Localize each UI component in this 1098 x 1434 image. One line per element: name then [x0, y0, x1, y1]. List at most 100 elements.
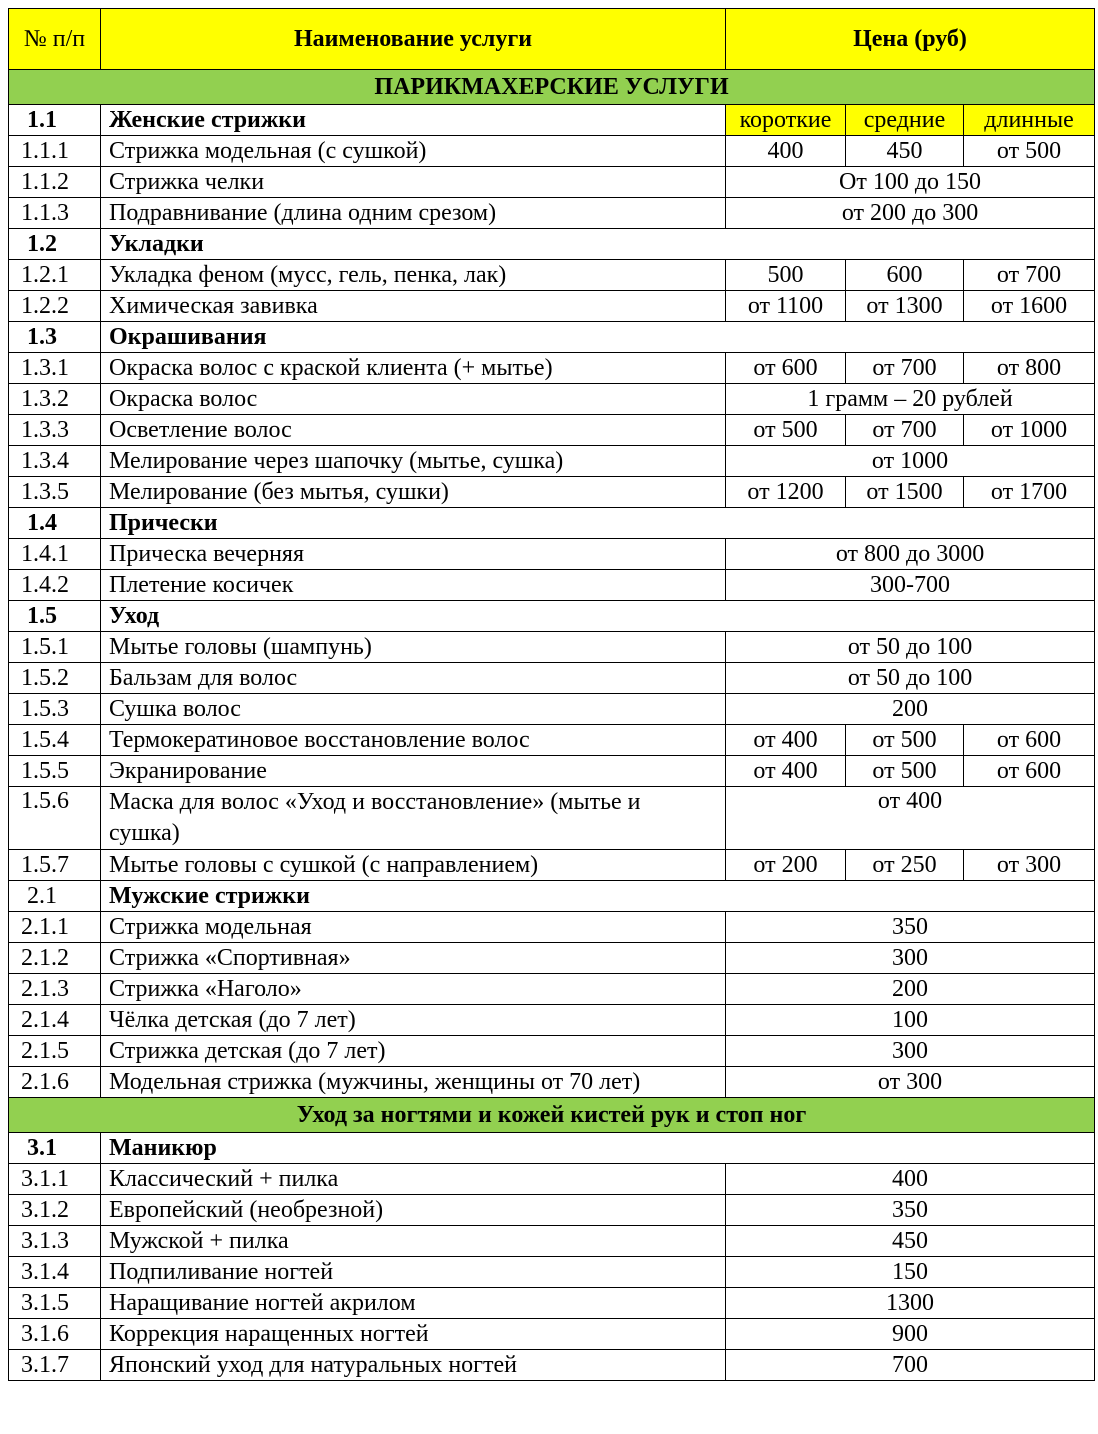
row-number: 1.1 — [8, 104, 101, 136]
service-name: Окраска волос — [100, 383, 726, 415]
service-name: Подравнивание (длина одним срезом) — [100, 197, 726, 229]
service-name: Коррекция наращенных ногтей — [100, 1318, 726, 1350]
table-row: 3.1.1 Классический + пилка 400 — [8, 1163, 1096, 1195]
price-cell: от 700 — [962, 259, 1096, 291]
price-cell: от 500 — [845, 755, 964, 787]
section-row: Уход за ногтями и кожей кистей рук и сто… — [7, 1097, 1096, 1133]
row-number: 1.2.2 — [8, 290, 101, 322]
price-cell: от 600 — [725, 352, 846, 384]
table-row: 1.5.3 Сушка волос 200 — [8, 693, 1096, 725]
row-number: 1.5.7 — [8, 849, 101, 881]
price-cell: 500 — [725, 259, 846, 291]
table-row: 1.3.2 Окраска волос 1 грамм – 20 рублей — [8, 383, 1096, 415]
price-cell: 700 — [724, 1349, 1096, 1381]
table-row: 3.1.7 Японский уход для натуральных ногте… — [8, 1349, 1096, 1381]
table-row: 1.3.1 Окраска волос с краской клиента (+ … — [8, 352, 1096, 384]
service-name: Подпиливание ногтей — [100, 1256, 726, 1288]
row-number: 1.4.1 — [8, 538, 101, 570]
group-row: 1.4 Прически — [8, 507, 1096, 539]
row-number: 3.1.4 — [8, 1256, 101, 1288]
table-row: 1.1.2 Стрижка челки От 100 до 150 — [8, 166, 1096, 198]
price-cell: от 700 — [845, 414, 964, 446]
price-cell: от 200 — [725, 849, 846, 881]
row-number: 3.1.5 — [8, 1287, 101, 1319]
row-number: 1.3.1 — [8, 352, 101, 384]
row-number: 3.1.2 — [8, 1194, 101, 1226]
table-row: 1.5.2 Бальзам для волос от 50 до 100 — [8, 662, 1096, 694]
price-cell: 1300 — [724, 1287, 1096, 1319]
row-number: 1.2 — [8, 228, 101, 260]
price-cell: 600 — [845, 259, 964, 291]
price-cell: от 400 — [725, 724, 846, 756]
table-row: 1.1.3 Подравнивание (длина одним срезом) о… — [8, 197, 1096, 229]
price-cell: от 800 до 3000 — [724, 538, 1096, 570]
service-name: Плетение косичек — [100, 569, 726, 601]
group-name: Женские стрижки — [100, 104, 726, 136]
service-name: Мелирование через шапочку (мытье, сушка) — [100, 445, 726, 477]
table-row: 3.1.6 Коррекция наращенных ногтей 900 — [8, 1318, 1096, 1350]
row-number: 2.1 — [8, 880, 101, 912]
table-row: 1.5.5 Экранирование от 400 от 500 от 600 — [8, 755, 1096, 787]
service-name: Мелирование (без мытья, сушки) — [100, 476, 726, 508]
price-cell: от 250 — [845, 849, 964, 881]
price-cell: 200 — [724, 693, 1096, 725]
price-cell: от 800 — [962, 352, 1096, 384]
service-name: Мытье головы с сушкой (с направлением) — [100, 849, 726, 881]
table-row: 1.1.1 Стрижка модельная (с сушкой) 400 450 о… — [8, 135, 1096, 167]
price-cell: 350 — [724, 1194, 1096, 1226]
price-cell: 450 — [845, 135, 964, 167]
table-row: 1.2.2 Химическая завивка от 1100 от 1300 от … — [8, 290, 1096, 322]
price-cell: от 400 — [724, 786, 1096, 850]
row-number: 2.1.3 — [8, 973, 101, 1005]
row-number: 1.5.2 — [8, 662, 101, 694]
row-number: 1.3.4 — [8, 445, 101, 477]
price-cell: 400 — [725, 135, 846, 167]
row-number: 3.1.6 — [8, 1318, 101, 1350]
price-cell: 300-700 — [724, 569, 1096, 601]
table-row: 3.1.2 Европейский (необрезной) 350 — [8, 1194, 1096, 1226]
row-number: 3.1.3 — [8, 1225, 101, 1257]
group-name: Прически — [99, 507, 1096, 539]
row-number: 2.1.6 — [8, 1066, 101, 1098]
table-row: 2.1.1 Стрижка модельная 350 — [8, 911, 1096, 943]
row-number: 1.2.1 — [8, 259, 101, 291]
row-number: 1.5.4 — [8, 724, 101, 756]
header-name: Наименование услуги — [100, 8, 726, 70]
header-num: № п/п — [8, 8, 101, 70]
group-name: Укладки — [99, 228, 1096, 260]
length-label: длинные — [962, 104, 1096, 136]
table-row: 1.4.1 Прическа вечерняя от 800 до 3000 — [8, 538, 1096, 570]
price-list-table: № п/п Наименование услуги Цена (руб) ПАР… — [7, 8, 1096, 1381]
price-cell: от 500 — [962, 135, 1096, 167]
service-name: Классический + пилка — [100, 1163, 726, 1195]
table-row: 2.1.6 Модельная стрижка (мужчины, женщины… — [8, 1066, 1096, 1098]
table-row: 2.1.2 Стрижка «Спортивная» 300 — [8, 942, 1096, 974]
service-name: Химическая завивка — [100, 290, 726, 322]
service-name: Стрижка модельная (с сушкой) — [100, 135, 726, 167]
price-cell: 300 — [724, 1035, 1096, 1067]
table-row: 1.5.4 Термокератиновое восстановление вол… — [8, 724, 1096, 756]
price-cell: от 1500 — [845, 476, 964, 508]
section-title: Уход за ногтями и кожей кистей рук и сто… — [7, 1097, 1096, 1133]
price-cell: от 50 до 100 — [724, 631, 1096, 663]
price-cell: от 200 до 300 — [724, 197, 1096, 229]
table-row: 2.1.4 Чёлка детская (до 7 лет) 100 — [8, 1004, 1096, 1036]
table-row: 1.5.6 Маска для волос «Уход и восстановле… — [8, 786, 1096, 850]
group-name: Мужские стрижки — [99, 880, 1096, 912]
row-number: 1.5.5 — [8, 755, 101, 787]
table-row: 1.5.1 Мытье головы (шампунь) от 50 до 100 — [8, 631, 1096, 663]
price-cell: от 600 — [962, 755, 1096, 787]
service-name: Осветление волос — [100, 414, 726, 446]
price-cell: от 1600 — [962, 290, 1096, 322]
row-number: 2.1.1 — [8, 911, 101, 943]
row-number: 1.1.2 — [8, 166, 101, 198]
table-row: 1.3.5 Мелирование (без мытья, сушки) от 12… — [8, 476, 1096, 508]
table-row: 1.3.3 Осветление волос от 500 от 700 от 1000 — [8, 414, 1096, 446]
price-cell: 450 — [724, 1225, 1096, 1257]
row-number: 1.5 — [8, 600, 101, 632]
price-cell: от 500 — [845, 724, 964, 756]
service-name: Укладка феном (мусс, гель, пенка, лак) — [100, 259, 726, 291]
service-name: Японский уход для натуральных ногтей — [100, 1349, 726, 1381]
table-row: 1.2.1 Укладка феном (мусс, гель, пенка, л… — [8, 259, 1096, 291]
service-name: Модельная стрижка (мужчины, женщины от 7… — [100, 1066, 726, 1098]
